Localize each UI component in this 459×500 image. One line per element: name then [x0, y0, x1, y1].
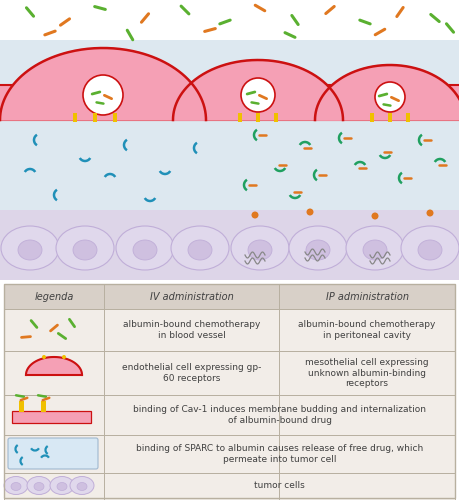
Text: binding of Cav-1 induces membrane budding and internalization
of albumin-bound d: binding of Cav-1 induces membrane buddin… — [133, 406, 426, 424]
Ellipse shape — [418, 240, 442, 260]
Text: albumin-bound chemotherapy
in blood vessel: albumin-bound chemotherapy in blood vess… — [123, 320, 260, 340]
Ellipse shape — [401, 226, 459, 270]
Circle shape — [241, 78, 275, 112]
Ellipse shape — [27, 476, 51, 494]
Bar — [4, 351, 455, 395]
Text: IV administration: IV administration — [150, 292, 233, 302]
Bar — [256, 113, 260, 122]
Ellipse shape — [116, 226, 174, 270]
Circle shape — [371, 212, 379, 220]
Circle shape — [252, 212, 258, 218]
Polygon shape — [173, 60, 343, 120]
Ellipse shape — [363, 240, 387, 260]
Circle shape — [426, 210, 433, 216]
Ellipse shape — [77, 482, 87, 490]
Polygon shape — [26, 357, 82, 375]
Circle shape — [375, 82, 405, 112]
Bar — [0, 85, 459, 120]
Ellipse shape — [73, 240, 97, 260]
Ellipse shape — [56, 226, 114, 270]
Ellipse shape — [11, 482, 21, 490]
Text: IP administration: IP administration — [325, 292, 409, 302]
Bar — [4, 284, 455, 309]
Text: binding of SPARC to albumin causes release of free drug, which
permeate into tum: binding of SPARC to albumin causes relea… — [136, 444, 423, 464]
Text: legenda: legenda — [34, 292, 74, 302]
Ellipse shape — [306, 240, 330, 260]
Bar — [388, 113, 392, 122]
Circle shape — [62, 355, 66, 359]
Ellipse shape — [248, 240, 272, 260]
Ellipse shape — [346, 226, 404, 270]
Circle shape — [42, 355, 46, 359]
Bar — [4, 473, 455, 500]
FancyBboxPatch shape — [8, 438, 98, 469]
Bar — [274, 113, 278, 122]
Ellipse shape — [231, 226, 289, 270]
Text: mesothelial cell expressing
unknown albumin-binding
receptors: mesothelial cell expressing unknown albu… — [305, 358, 429, 388]
Bar — [238, 113, 242, 122]
Bar — [406, 113, 410, 122]
Ellipse shape — [34, 482, 44, 490]
Bar — [73, 113, 77, 122]
Circle shape — [307, 208, 313, 216]
Text: albumin-bound chemotherapy
in peritoneal cavity: albumin-bound chemotherapy in peritoneal… — [298, 320, 436, 340]
Ellipse shape — [188, 240, 212, 260]
Polygon shape — [315, 65, 459, 120]
Bar — [19, 401, 24, 412]
Ellipse shape — [4, 476, 28, 494]
Bar — [0, 210, 459, 280]
Ellipse shape — [289, 226, 347, 270]
Ellipse shape — [171, 226, 229, 270]
Text: endothelial cell expressing gp-
60 receptors: endothelial cell expressing gp- 60 recep… — [122, 364, 261, 382]
Bar — [113, 113, 117, 122]
Bar — [0, 0, 459, 280]
Bar — [4, 395, 455, 435]
Bar — [0, 0, 459, 40]
Ellipse shape — [1, 226, 59, 270]
Bar — [93, 113, 97, 122]
Bar — [41, 401, 46, 412]
Polygon shape — [0, 48, 206, 120]
Text: tumor cells: tumor cells — [254, 481, 305, 490]
Bar — [370, 113, 374, 122]
Bar — [12, 411, 91, 423]
Ellipse shape — [18, 240, 42, 260]
Bar — [4, 284, 455, 498]
Circle shape — [83, 75, 123, 115]
Bar — [4, 309, 455, 351]
Bar — [4, 435, 455, 473]
Ellipse shape — [57, 482, 67, 490]
Ellipse shape — [133, 240, 157, 260]
Ellipse shape — [70, 476, 94, 494]
Ellipse shape — [50, 476, 74, 494]
